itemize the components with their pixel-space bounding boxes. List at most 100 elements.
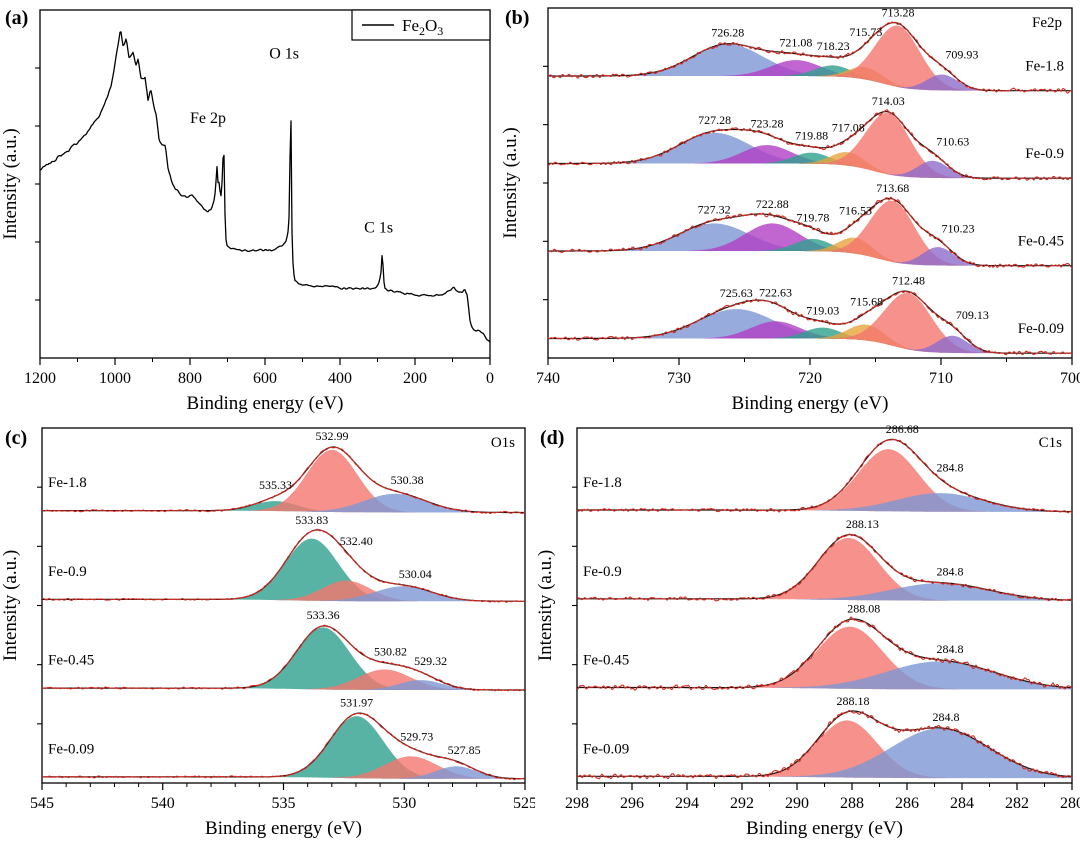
svg-text:726.28: 726.28 [711,26,744,40]
svg-text:545: 545 [30,795,54,812]
svg-text:Intensity (a.u.): Intensity (a.u.) [535,550,556,661]
svg-text:Fe2O3: Fe2O3 [402,16,443,38]
svg-text:Fe-1.8: Fe-1.8 [1025,59,1064,75]
svg-text:Binding energy (eV): Binding energy (eV) [187,393,344,414]
svg-text:715.68: 715.68 [850,294,883,308]
svg-text:290: 290 [785,795,809,812]
svg-text:727.28: 727.28 [698,113,731,127]
panel-a-survey-chart: 1200 1000 800 600 400 200 0 Binding energy (eV)… [0,7,494,414]
svg-text:Fe-0.9: Fe-0.9 [48,564,87,580]
svg-text:713.68: 713.68 [876,181,909,195]
svg-text:Fe2p: Fe2p [1032,15,1062,31]
svg-text:709.93: 709.93 [945,48,978,62]
svg-text:284: 284 [950,795,974,812]
svg-text:723.28: 723.28 [751,116,784,130]
svg-text:722.63: 722.63 [759,286,792,300]
svg-text:525: 525 [513,795,535,812]
svg-text:709.13: 709.13 [956,308,989,322]
svg-text:727.32: 727.32 [698,202,731,216]
svg-text:Fe-0.09: Fe-0.09 [583,741,629,757]
svg-text:Intensity (a.u.): Intensity (a.u.) [0,128,21,239]
svg-text:298: 298 [565,795,589,812]
svg-text:710: 710 [929,370,953,387]
svg-text:716.53: 716.53 [839,204,872,218]
svg-text:532.99: 532.99 [316,429,349,443]
svg-text:Intensity (a.u.): Intensity (a.u.) [500,127,521,238]
svg-text:294: 294 [675,795,699,812]
svg-text:713.28: 713.28 [882,5,915,19]
svg-text:Fe-0.9: Fe-0.9 [1025,146,1064,162]
svg-text:Fe-1.8: Fe-1.8 [48,475,87,491]
svg-text:710.23: 710.23 [941,221,974,235]
panel-d-c1s-chart: 298 296 294 292 290 288 286 284 282 280 Binding en… [535,422,1080,839]
svg-text:533.83: 533.83 [295,513,328,527]
svg-text:529.73: 529.73 [400,729,433,743]
svg-text:Fe-0.09: Fe-0.09 [48,741,94,757]
svg-text:532.40: 532.40 [340,534,373,548]
svg-text:740: 740 [536,370,560,387]
svg-text:800: 800 [178,370,202,387]
svg-text:288: 288 [840,795,864,812]
svg-text:725.63: 725.63 [720,286,753,300]
panel-b-fe2p-chart: 740 730 720 710 700 Binding energy (eV) Intens… [500,5,1080,414]
svg-text:(c): (c) [5,427,27,449]
svg-text:Fe 2p: Fe 2p [190,110,226,127]
svg-text:530.04: 530.04 [399,567,432,581]
svg-text:296: 296 [620,795,644,812]
svg-text:710.63: 710.63 [936,134,969,148]
svg-text:1200: 1200 [24,370,56,387]
svg-text:(b): (b) [505,7,529,29]
svg-text:540: 540 [151,795,175,812]
svg-text:531.97: 531.97 [340,695,373,709]
svg-text:719.03: 719.03 [806,304,839,318]
svg-text:286: 286 [895,795,919,812]
svg-text:C1s: C1s [1039,435,1063,451]
svg-text:717.08: 717.08 [832,120,865,134]
svg-text:600: 600 [253,370,277,387]
svg-text:Binding energy (eV): Binding energy (eV) [205,818,362,839]
svg-text:533.36: 533.36 [307,608,340,622]
svg-text:Fe-0.09: Fe-0.09 [1018,321,1064,337]
svg-text:284.8: 284.8 [933,710,960,724]
svg-text:712.48: 712.48 [892,274,925,288]
svg-text:292: 292 [730,795,754,812]
svg-text:200: 200 [403,370,427,387]
svg-text:O 1s: O 1s [269,46,299,63]
svg-text:719.88: 719.88 [795,129,828,143]
svg-text:530.38: 530.38 [391,473,424,487]
svg-text:714.03: 714.03 [872,94,905,108]
svg-text:530: 530 [392,795,416,812]
svg-text:527.85: 527.85 [448,743,481,757]
svg-text:718.23: 718.23 [817,39,850,53]
svg-text:719.78: 719.78 [796,210,829,224]
svg-text:284.8: 284.8 [937,642,964,656]
svg-text:284.8: 284.8 [937,565,964,579]
svg-text:730: 730 [667,370,691,387]
svg-text:715.73: 715.73 [849,25,882,39]
panel-c-o1s-chart: 545 540 535 530 525 Binding energy (eV) Intens… [0,427,535,839]
svg-text:280: 280 [1060,795,1080,812]
svg-text:286.68: 286.68 [886,422,919,436]
svg-text:721.08: 721.08 [779,36,812,50]
svg-text:535.33: 535.33 [259,478,292,492]
svg-text:400: 400 [328,370,352,387]
svg-text:Fe-0.45: Fe-0.45 [583,653,629,669]
svg-text:Fe-0.9: Fe-0.9 [583,564,622,580]
svg-text:Fe-1.8: Fe-1.8 [583,475,622,491]
svg-text:535: 535 [272,795,296,812]
svg-text:530.82: 530.82 [374,645,407,659]
svg-text:288.13: 288.13 [846,517,879,531]
svg-text:Fe-0.45: Fe-0.45 [1018,234,1064,250]
svg-text:529.32: 529.32 [414,654,447,668]
svg-text:O1s: O1s [491,435,515,451]
svg-text:Fe-0.45: Fe-0.45 [48,653,94,669]
svg-text:288.18: 288.18 [837,694,870,708]
svg-text:(a): (a) [5,7,28,29]
svg-text:284.8: 284.8 [937,461,964,475]
svg-text:720: 720 [798,370,822,387]
svg-text:Binding energy (eV): Binding energy (eV) [732,393,889,414]
svg-text:722.88: 722.88 [756,197,789,211]
svg-text:700: 700 [1060,370,1080,387]
svg-text:282: 282 [1005,795,1029,812]
